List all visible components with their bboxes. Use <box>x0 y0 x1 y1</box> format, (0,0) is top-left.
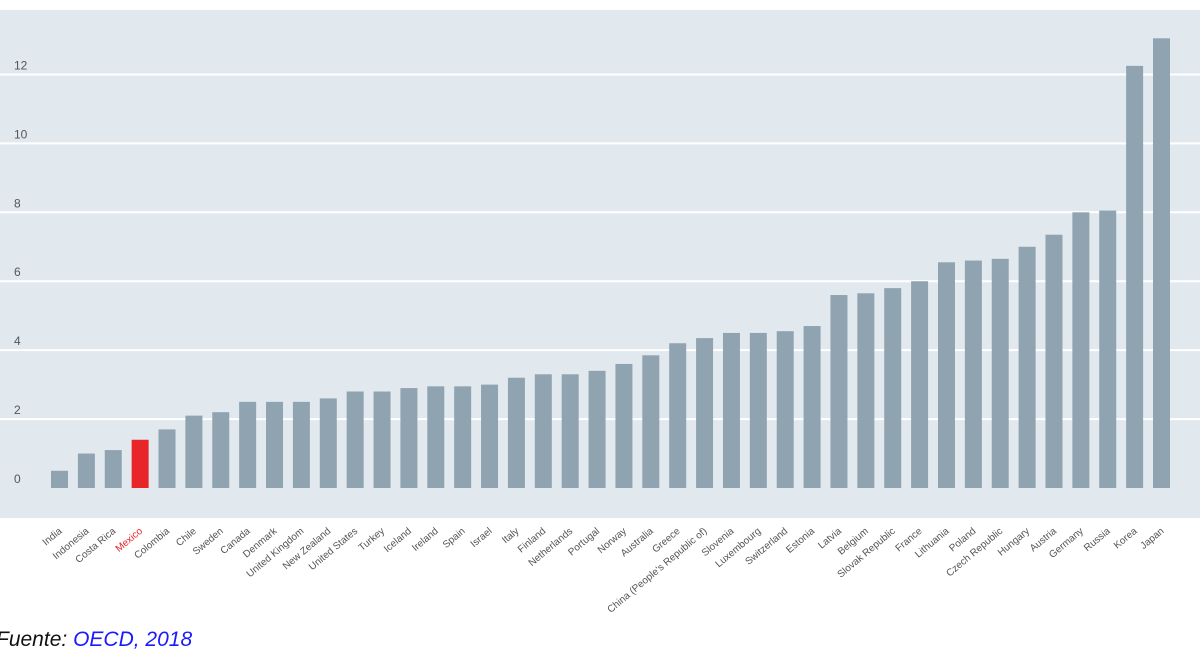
bar-israel <box>481 384 499 488</box>
y-tick-label: 10 <box>14 127 28 141</box>
bar-greece <box>669 343 687 488</box>
bar-spain <box>454 386 472 488</box>
x-tick-label: Russia <box>1082 526 1113 554</box>
x-tick-label: Turkey <box>357 526 387 554</box>
bar-latvia <box>830 295 848 488</box>
bar-estonia <box>803 326 821 488</box>
bar-australia <box>642 355 660 488</box>
bar-mexico <box>131 439 149 488</box>
y-axis-ticks: 0 2 4 6 8 10 12 <box>14 58 28 486</box>
x-tick-label: Japan <box>1138 526 1166 552</box>
x-tick-label: Korea <box>1112 526 1140 552</box>
bar-netherlands <box>561 374 579 488</box>
bar-sweden <box>212 412 230 488</box>
x-tick-label: Italy <box>500 526 521 546</box>
x-tick-label: Spain <box>441 526 468 551</box>
bar-iceland <box>400 388 418 488</box>
y-tick-label: 8 <box>14 196 21 210</box>
x-tick-label: Ireland <box>410 526 440 554</box>
y-tick-label: 4 <box>14 334 21 348</box>
x-tick-label: Israel <box>469 526 495 550</box>
bar-norway <box>615 363 633 488</box>
bar-slovak-republic <box>884 288 902 488</box>
bar-china-people-s-republic-of <box>696 338 714 488</box>
source-note: Fuente: OECD, 2018 <box>0 628 192 652</box>
bar-colombia <box>158 429 176 488</box>
bar-united-states <box>346 391 364 488</box>
bar-canada <box>239 401 257 488</box>
bar-japan <box>1153 38 1170 489</box>
bar-united-kingdom <box>292 401 310 488</box>
y-tick-label: 2 <box>14 403 21 417</box>
bar-poland <box>964 260 982 488</box>
bar-finland <box>534 374 552 488</box>
source-prefix: Fuente: <box>0 628 74 651</box>
bar-ireland <box>427 386 445 488</box>
bar-korea <box>1126 65 1144 488</box>
bar-turkey <box>373 391 391 488</box>
bar-germany <box>1072 212 1090 489</box>
bar-russia <box>1099 210 1117 489</box>
bar-new-zealand <box>319 398 337 488</box>
bar-chile <box>185 415 203 488</box>
y-tick-label: 12 <box>14 58 28 72</box>
bars <box>51 38 1170 489</box>
bar-belgium <box>857 293 875 488</box>
bar-indonesia <box>77 453 95 488</box>
bar-italy <box>507 377 525 488</box>
x-tick-label: Sweden <box>191 526 226 558</box>
bar-france <box>911 281 929 488</box>
bar-austria <box>1045 234 1063 488</box>
bar-hungary <box>1018 246 1036 488</box>
bar-lithuania <box>937 262 955 488</box>
bar-portugal <box>588 370 606 488</box>
bar-luxembourg <box>749 332 767 488</box>
bar-czech-republic <box>991 258 1009 488</box>
y-tick-label: 0 <box>14 472 21 486</box>
y-tick-label: 6 <box>14 265 21 279</box>
bar-switzerland <box>776 331 794 488</box>
x-tick-label: Iceland <box>382 526 414 555</box>
bar-india <box>51 470 68 488</box>
source-link[interactable]: OECD, 2018 <box>73 628 193 651</box>
bar-denmark <box>266 401 284 488</box>
bar-costa-rica <box>104 450 122 488</box>
x-tick-label: Estonia <box>784 526 817 556</box>
bar-slovenia <box>722 332 740 488</box>
